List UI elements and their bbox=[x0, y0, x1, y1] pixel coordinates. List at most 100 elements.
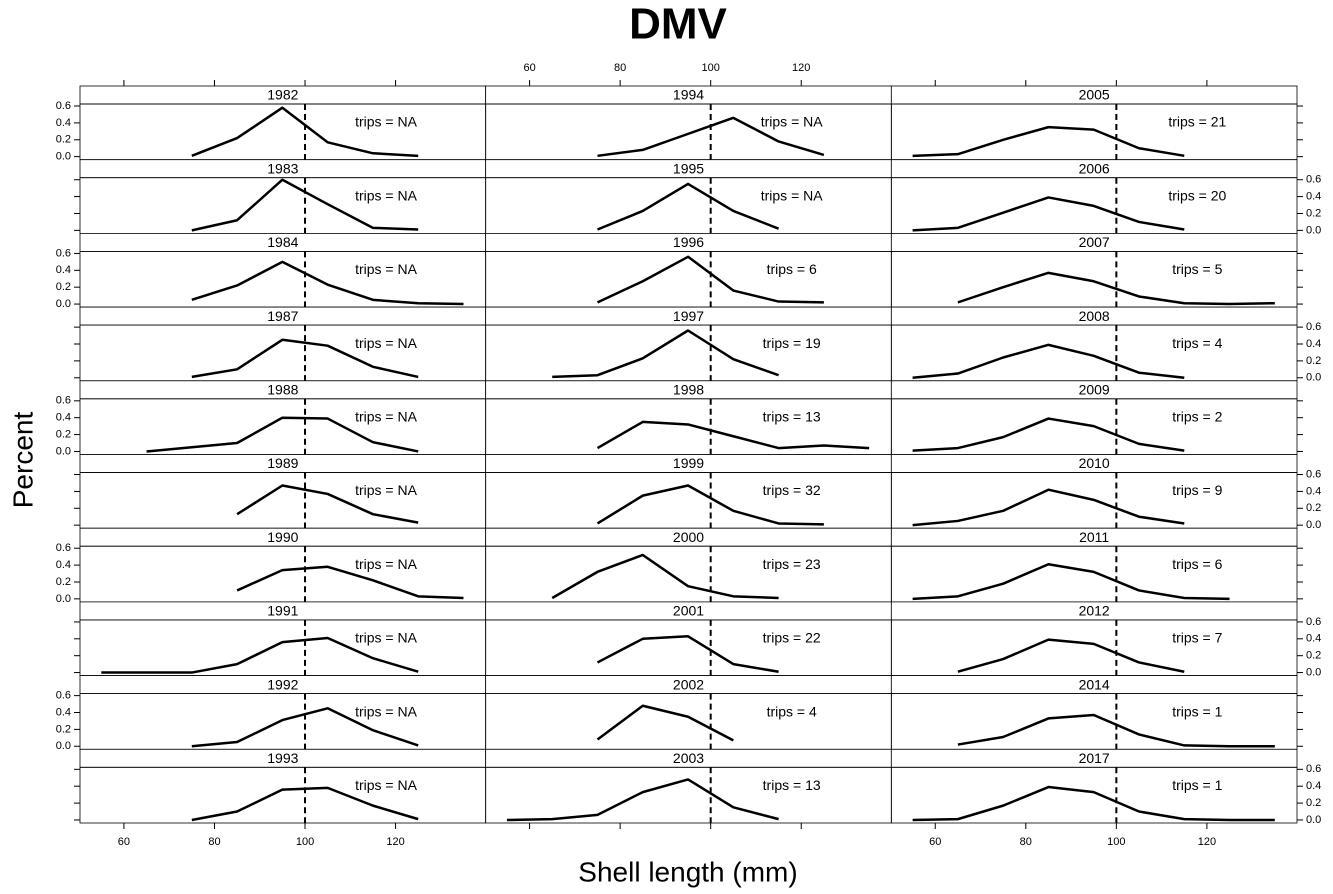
data-line bbox=[912, 563, 1230, 601]
annotation: trips = NA bbox=[355, 261, 418, 277]
y-tick-label: 0.6 bbox=[1306, 616, 1321, 628]
data-line bbox=[191, 338, 419, 379]
strip-label: 2017 bbox=[1079, 750, 1110, 766]
panel bbox=[485, 619, 892, 677]
panel bbox=[890, 619, 1298, 677]
panel bbox=[79, 177, 487, 234]
y-tick-label: 0.0 bbox=[1306, 519, 1321, 531]
data-line bbox=[957, 271, 1275, 306]
data-line bbox=[596, 704, 734, 742]
strip-label: 1990 bbox=[267, 529, 298, 545]
panel bbox=[890, 693, 1298, 750]
data-line bbox=[912, 196, 1185, 232]
strip-label: 1992 bbox=[267, 676, 298, 692]
x-tick-label: 80 bbox=[1020, 836, 1032, 848]
strip-label: 2014 bbox=[1079, 676, 1110, 692]
annotation: trips = 19 bbox=[763, 335, 821, 351]
data-line bbox=[597, 182, 780, 231]
y-tick-label: 0.2 bbox=[56, 576, 71, 588]
y-tick-label: 0.0 bbox=[56, 151, 71, 163]
y-tick-label: 0.4 bbox=[1306, 191, 1321, 203]
panel bbox=[79, 619, 487, 677]
y-tick-label: 0.0 bbox=[1306, 666, 1321, 678]
y-tick-label: 0.0 bbox=[1306, 372, 1321, 384]
annotation: trips = NA bbox=[355, 482, 418, 498]
data-line bbox=[912, 488, 1185, 527]
x-tick-label: 100 bbox=[702, 62, 720, 74]
annotation: trips = NA bbox=[355, 187, 418, 203]
x-tick-label: 80 bbox=[614, 62, 626, 74]
annotation: trips = 1 bbox=[1172, 777, 1222, 793]
y-tick-label: 0.2 bbox=[1306, 502, 1321, 514]
annotation: trips = 22 bbox=[763, 630, 821, 646]
y-tick-label: 0.0 bbox=[56, 445, 71, 457]
y-tick-label: 0.2 bbox=[56, 281, 71, 293]
y-tick-label: 0.0 bbox=[1306, 224, 1321, 236]
y-tick-label: 0.2 bbox=[1306, 650, 1321, 662]
strip-label: 2000 bbox=[673, 529, 704, 545]
annotation: trips = NA bbox=[355, 703, 418, 719]
y-tick-label: 0.0 bbox=[56, 593, 71, 605]
y-tick-label: 0.4 bbox=[1306, 338, 1321, 350]
annotation: trips = NA bbox=[355, 114, 418, 130]
annotation: trips = 2 bbox=[1172, 409, 1222, 425]
y-tick-label: 0.2 bbox=[1306, 207, 1321, 219]
strip-label: 2008 bbox=[1079, 308, 1110, 324]
strip-label: 1993 bbox=[267, 750, 298, 766]
annotation: trips = 4 bbox=[767, 703, 817, 719]
panel bbox=[79, 472, 487, 529]
x-axis-label: Shell length (mm) bbox=[578, 856, 797, 887]
annotation: trips = NA bbox=[355, 556, 418, 572]
panel bbox=[890, 250, 1298, 308]
data-line bbox=[596, 484, 824, 526]
panel bbox=[485, 324, 892, 382]
y-tick-label: 0.6 bbox=[56, 100, 71, 112]
x-tick-label: 80 bbox=[208, 836, 220, 848]
annotation: trips = NA bbox=[355, 777, 418, 793]
x-tick-label: 60 bbox=[118, 836, 130, 848]
x-tick-label: 100 bbox=[296, 836, 314, 848]
strip-label: 2001 bbox=[673, 603, 704, 619]
strip-label: 2006 bbox=[1079, 160, 1110, 176]
panel bbox=[890, 103, 1298, 161]
x-tick-label: 120 bbox=[792, 62, 810, 74]
y-tick-label: 0.4 bbox=[1306, 485, 1321, 497]
strip-label: 1984 bbox=[267, 234, 298, 250]
panel bbox=[485, 766, 892, 824]
panel bbox=[485, 177, 892, 234]
y-tick-label: 0.6 bbox=[56, 395, 71, 407]
data-line bbox=[101, 636, 419, 674]
panel bbox=[79, 545, 487, 603]
strip-label: 2005 bbox=[1079, 87, 1110, 103]
strip-label: 2003 bbox=[673, 750, 704, 766]
x-tick-label: 60 bbox=[523, 62, 535, 74]
panel bbox=[485, 693, 892, 750]
strip-label: 2010 bbox=[1079, 455, 1110, 471]
panel bbox=[79, 766, 487, 824]
strip-label: 1996 bbox=[673, 234, 704, 250]
panel bbox=[890, 545, 1298, 603]
y-tick-label: 0.6 bbox=[1306, 468, 1321, 480]
strip-label: 1997 bbox=[673, 308, 704, 324]
strip-label: 2012 bbox=[1079, 603, 1110, 619]
annotation: trips = NA bbox=[761, 187, 824, 203]
data-line bbox=[506, 778, 779, 822]
data-line bbox=[957, 638, 1185, 673]
y-tick-label: 0.6 bbox=[1306, 174, 1321, 186]
data-line bbox=[552, 329, 780, 379]
data-line bbox=[596, 420, 870, 450]
annotation: trips = 9 bbox=[1172, 482, 1222, 498]
annotation: trips = 13 bbox=[763, 777, 821, 793]
panel bbox=[79, 324, 487, 382]
data-line bbox=[597, 116, 825, 158]
data-line bbox=[146, 416, 419, 453]
y-tick-label: 0.0 bbox=[56, 740, 71, 752]
data-line bbox=[236, 565, 464, 600]
y-tick-label: 0.4 bbox=[56, 264, 71, 276]
panel bbox=[890, 766, 1298, 824]
panel bbox=[485, 103, 892, 161]
y-tick-label: 0.2 bbox=[1306, 797, 1321, 809]
panel bbox=[79, 693, 487, 750]
annotation: trips = 1 bbox=[1172, 703, 1222, 719]
y-tick-label: 0.0 bbox=[1306, 814, 1321, 826]
